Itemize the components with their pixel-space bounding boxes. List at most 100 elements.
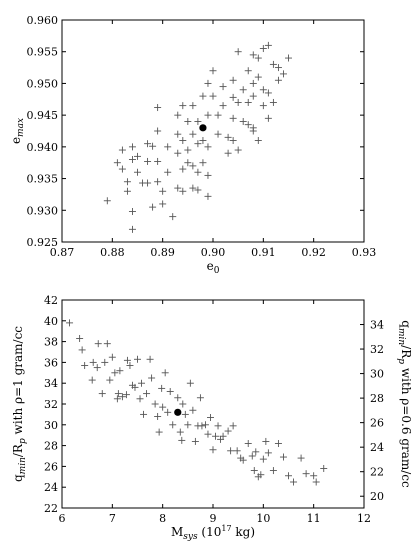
top-data-point bbox=[229, 76, 237, 84]
bottom-data-point bbox=[201, 421, 209, 429]
bottom-data-point bbox=[66, 319, 74, 327]
top-data-point bbox=[184, 146, 192, 154]
bottom-x-tick-label: 11 bbox=[307, 512, 321, 525]
top-x-tick-label: 0.90 bbox=[201, 246, 226, 259]
top-data-point bbox=[199, 92, 207, 100]
bottom-y-tick-label: 22 bbox=[44, 502, 58, 515]
top-data-point bbox=[164, 168, 172, 176]
top-data-point bbox=[134, 168, 141, 176]
top-data-point bbox=[179, 137, 187, 145]
bottom-y-tick-label: 40 bbox=[44, 315, 58, 328]
bottom-y-tick-label: 24 bbox=[44, 481, 58, 494]
bottom-data-point bbox=[209, 446, 217, 454]
bottom-y-tick-label: 38 bbox=[44, 336, 58, 349]
top-x-tick-label: 0.92 bbox=[301, 246, 326, 259]
top-x-tick-label: 0.93 bbox=[352, 246, 377, 259]
bottom-data-point bbox=[186, 379, 194, 387]
top-data-point bbox=[174, 184, 182, 192]
top-data-point bbox=[154, 178, 162, 186]
top-data-point bbox=[244, 67, 252, 75]
bottom-data-point bbox=[191, 437, 199, 445]
top-data-point bbox=[128, 143, 136, 151]
top-data-point bbox=[239, 86, 247, 94]
top-data-point bbox=[204, 79, 212, 87]
top-scatter-panel: 0.87 0.88 0.89 0.90 0.91 0.92 0.93 0.925 0.930 0.… bbox=[9, 14, 376, 276]
bottom-data-point bbox=[136, 395, 144, 403]
top-data-point bbox=[174, 149, 182, 157]
top-x-tick-label: 0.91 bbox=[251, 246, 276, 259]
bottom-data-point bbox=[233, 447, 241, 455]
bottom-data-point bbox=[138, 379, 146, 387]
top-data-point bbox=[159, 187, 167, 195]
top-data-point bbox=[144, 179, 152, 187]
bottom-data-point bbox=[184, 421, 192, 429]
bottom-data-point bbox=[174, 394, 182, 402]
top-data-point bbox=[204, 143, 212, 151]
top-y-tick-label: 0.935 bbox=[27, 173, 59, 186]
bottom-data-point bbox=[279, 453, 287, 461]
top-data-point bbox=[179, 165, 187, 173]
bottom-y-tick-label: 34 bbox=[44, 377, 58, 390]
top-data-point bbox=[154, 104, 162, 112]
bottom-data-point bbox=[88, 376, 96, 384]
bottom-y-tick-label: 36 bbox=[44, 356, 58, 369]
top-data-point bbox=[285, 54, 292, 62]
bottom-x-tick-label: 7 bbox=[109, 512, 116, 525]
bottom-right-y-tick-label: 34 bbox=[370, 319, 384, 332]
bottom-data-point bbox=[89, 358, 97, 366]
top-data-point bbox=[219, 83, 227, 91]
top-data-point bbox=[134, 152, 141, 160]
top-data-point bbox=[239, 117, 247, 125]
bottom-data-point bbox=[81, 362, 89, 370]
bottom-right-y-axis-label: qmin/Rp with ρ=0.6 gram/cc bbox=[396, 320, 413, 488]
bottom-right-y-tick-label: 20 bbox=[370, 490, 384, 503]
top-data-point bbox=[249, 127, 257, 135]
top-data-point bbox=[118, 165, 126, 173]
bottom-data-point bbox=[178, 436, 186, 444]
top-y-tick-label: 0.950 bbox=[27, 77, 59, 90]
top-data-point bbox=[204, 171, 212, 179]
bottom-data-point bbox=[198, 422, 206, 430]
bottom-data-point bbox=[161, 369, 169, 377]
top-data-point bbox=[184, 117, 192, 125]
bottom-data-point bbox=[214, 422, 222, 430]
bottom-data-point bbox=[259, 455, 267, 463]
top-data-point bbox=[254, 73, 262, 81]
bottom-data-points bbox=[66, 319, 328, 486]
bottom-data-point bbox=[166, 388, 174, 396]
bottom-data-point bbox=[126, 362, 134, 370]
bottom-data-point bbox=[320, 464, 328, 472]
bottom-data-point bbox=[116, 367, 124, 375]
top-data-point bbox=[128, 225, 136, 233]
top-x-tick-label: 0.87 bbox=[50, 246, 75, 259]
bottom-data-point bbox=[154, 412, 162, 420]
bottom-data-point bbox=[76, 334, 84, 342]
top-data-point bbox=[204, 111, 212, 119]
bottom-data-point bbox=[118, 393, 126, 401]
bottom-data-point bbox=[196, 394, 204, 402]
bottom-data-point bbox=[101, 358, 109, 366]
top-data-point bbox=[269, 60, 277, 68]
top-data-point bbox=[214, 111, 222, 119]
bottom-data-point bbox=[158, 384, 166, 392]
bottom-data-point bbox=[257, 471, 265, 479]
top-y-tick-label: 0.945 bbox=[27, 109, 59, 122]
bottom-data-point bbox=[290, 478, 298, 486]
top-data-point bbox=[194, 117, 202, 125]
top-data-point bbox=[194, 186, 202, 194]
bottom-data-point bbox=[179, 400, 187, 408]
bottom-scatter-panel: 6 7 8 9 10 11 12 22 24 26 28 30 32 34 36 38 40 42 20 22 24 26… bbox=[11, 294, 413, 542]
top-data-point bbox=[244, 98, 252, 106]
bottom-data-point bbox=[106, 376, 114, 384]
top-data-point bbox=[279, 70, 287, 78]
top-data-point bbox=[209, 67, 217, 75]
bottom-y-tick-label: 42 bbox=[44, 294, 58, 307]
bottom-x-tick-label: 10 bbox=[256, 512, 270, 525]
bottom-data-point bbox=[181, 410, 189, 418]
top-data-point bbox=[259, 86, 267, 94]
top-data-point bbox=[234, 98, 242, 106]
top-data-point bbox=[254, 137, 262, 145]
top-data-point bbox=[264, 41, 272, 49]
bottom-data-point bbox=[140, 410, 148, 418]
